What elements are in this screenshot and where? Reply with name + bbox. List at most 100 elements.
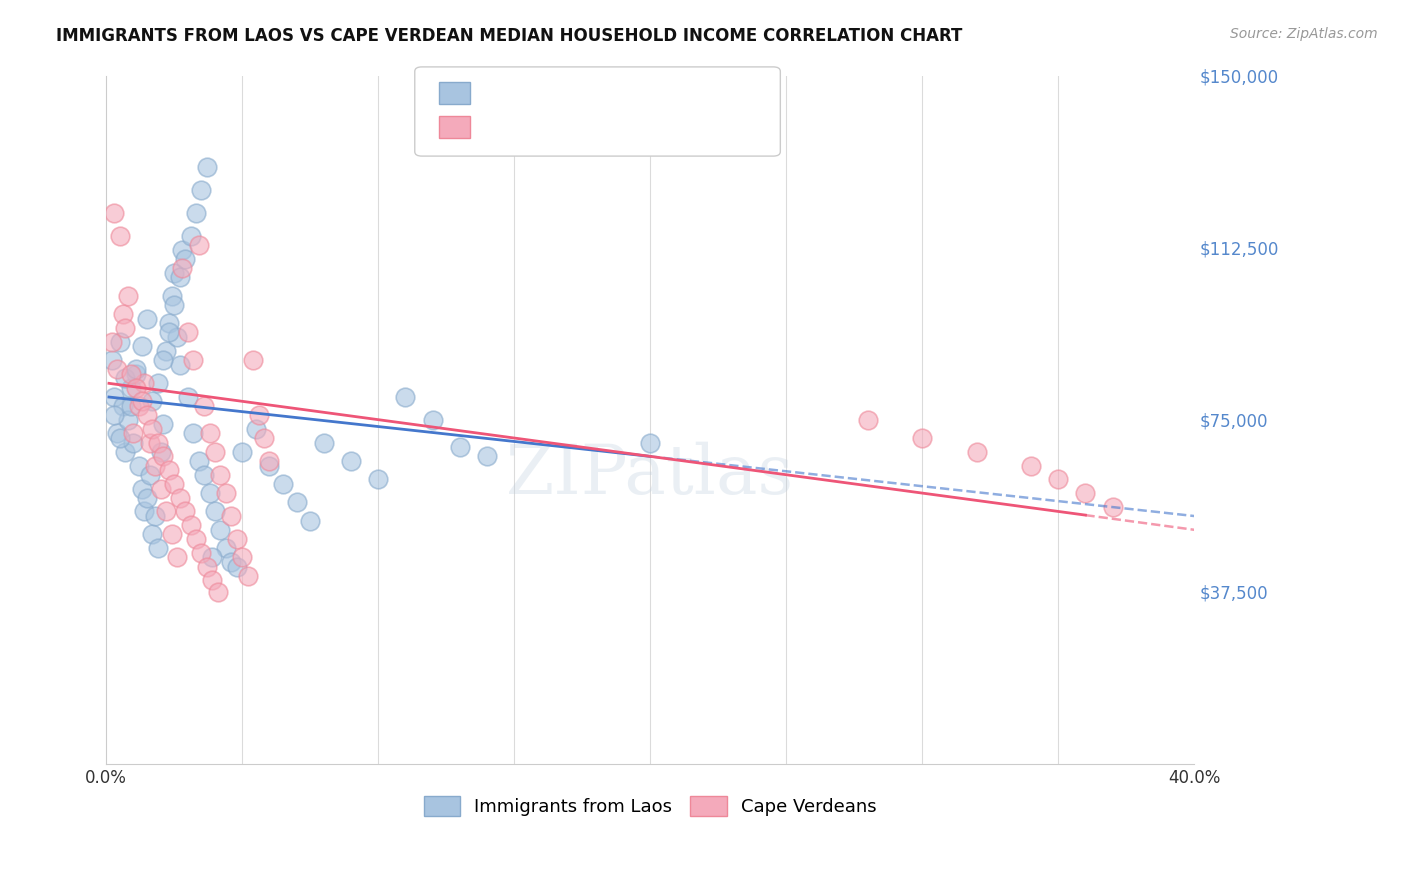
- Point: [152, 353, 174, 368]
- Point: [299, 514, 322, 528]
- Text: Source: ZipAtlas.com: Source: ZipAtlas.com: [1230, 27, 1378, 41]
- Point: [131, 482, 153, 496]
- Point: [1019, 458, 1042, 473]
- Point: [225, 532, 247, 546]
- Point: [111, 399, 134, 413]
- Point: [141, 422, 163, 436]
- Point: [231, 550, 253, 565]
- Point: [136, 408, 159, 422]
- Text: 70: 70: [630, 91, 655, 109]
- Point: [155, 343, 177, 358]
- Legend: Immigrants from Laos, Cape Verdeans: Immigrants from Laos, Cape Verdeans: [416, 789, 884, 823]
- Point: [181, 426, 204, 441]
- Point: [638, 435, 661, 450]
- Point: [139, 435, 162, 450]
- Point: [100, 353, 122, 368]
- Point: [190, 183, 212, 197]
- Point: [215, 486, 238, 500]
- Point: [221, 509, 243, 524]
- Point: [117, 412, 139, 426]
- Point: [221, 555, 243, 569]
- Point: [285, 495, 308, 509]
- Text: R =: R =: [478, 125, 517, 143]
- Point: [143, 458, 166, 473]
- Point: [231, 444, 253, 458]
- Point: [155, 504, 177, 518]
- Point: [247, 408, 270, 422]
- Point: [449, 440, 471, 454]
- Point: [105, 426, 128, 441]
- Point: [245, 422, 267, 436]
- Point: [172, 243, 194, 257]
- Point: [367, 472, 389, 486]
- Point: [187, 454, 209, 468]
- Text: R =: R =: [478, 91, 517, 109]
- Point: [177, 390, 200, 404]
- Text: -0.107: -0.107: [512, 91, 569, 109]
- Point: [114, 321, 136, 335]
- Point: [120, 399, 142, 413]
- Point: [193, 467, 215, 482]
- Point: [1101, 500, 1123, 514]
- Point: [225, 559, 247, 574]
- Point: [169, 270, 191, 285]
- Point: [166, 330, 188, 344]
- Point: [143, 509, 166, 524]
- Point: [204, 504, 226, 518]
- Point: [966, 444, 988, 458]
- Point: [103, 390, 125, 404]
- Point: [475, 450, 498, 464]
- Point: [190, 546, 212, 560]
- Point: [120, 367, 142, 381]
- Point: [152, 417, 174, 432]
- Point: [198, 426, 221, 441]
- Point: [180, 229, 202, 244]
- Point: [122, 435, 145, 450]
- Point: [103, 408, 125, 422]
- Point: [177, 326, 200, 340]
- Point: [198, 486, 221, 500]
- Point: [157, 463, 180, 477]
- Point: [195, 559, 218, 574]
- Point: [172, 261, 194, 276]
- Point: [181, 353, 204, 368]
- Point: [146, 376, 169, 390]
- Point: [134, 504, 156, 518]
- Point: [1047, 472, 1070, 486]
- Point: [209, 523, 232, 537]
- Point: [174, 252, 197, 266]
- Point: [312, 435, 335, 450]
- Point: [103, 206, 125, 220]
- Point: [157, 326, 180, 340]
- Point: [160, 527, 183, 541]
- Point: [204, 444, 226, 458]
- Point: [253, 431, 276, 445]
- Point: [422, 412, 444, 426]
- Point: [195, 161, 218, 175]
- Point: [236, 568, 259, 582]
- Point: [340, 454, 363, 468]
- Point: [111, 307, 134, 321]
- Point: [122, 426, 145, 441]
- Point: [166, 550, 188, 565]
- Point: [193, 399, 215, 413]
- Point: [114, 371, 136, 385]
- Point: [149, 444, 172, 458]
- Point: [201, 550, 224, 565]
- Point: [120, 380, 142, 394]
- Point: [136, 491, 159, 505]
- Point: [128, 399, 150, 413]
- Point: [152, 450, 174, 464]
- Point: [259, 454, 281, 468]
- Point: [207, 584, 229, 599]
- Point: [209, 467, 232, 482]
- Point: [271, 477, 294, 491]
- Point: [180, 518, 202, 533]
- Point: [169, 358, 191, 372]
- Point: [125, 362, 148, 376]
- Point: [108, 431, 131, 445]
- Point: [108, 229, 131, 244]
- Point: [856, 412, 879, 426]
- Point: [163, 298, 186, 312]
- Point: [131, 394, 153, 409]
